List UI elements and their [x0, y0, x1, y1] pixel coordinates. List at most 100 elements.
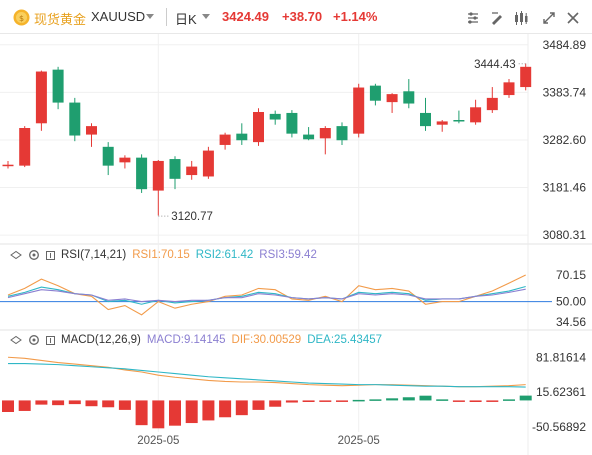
fold-icon[interactable]: [46, 250, 55, 260]
rsi-line-1: [7, 274, 526, 316]
rsi-label: RSI(7,14,21): [61, 249, 127, 261]
indicator-icon[interactable]: [513, 10, 529, 26]
candle-body: [470, 107, 482, 123]
fullscreen-icon[interactable]: [541, 10, 557, 26]
date-label: 2025-05: [338, 435, 380, 447]
price-chart[interactable]: 3444.43 3120.77 3484.89 3383.74 3282.60 3181…: [0, 34, 592, 455]
rsi3-value: RSI3:59.42: [259, 249, 317, 261]
rsi-tick-label: 50.00: [556, 295, 586, 309]
candle-body: [202, 150, 214, 177]
macd-histogram-bar: [252, 400, 265, 410]
macd-histogram-bar: [469, 400, 482, 402]
fold-icon[interactable]: [46, 335, 55, 345]
dropdown-caret-icon[interactable]: [146, 14, 154, 19]
candle-body: [169, 159, 181, 179]
macd-histogram-bar: [52, 400, 65, 406]
close-icon[interactable]: [565, 10, 581, 26]
macd-histogram-bar: [519, 395, 532, 401]
price-tick-label: 3383.74: [543, 85, 587, 99]
candle-body: [102, 146, 114, 166]
candle-body: [303, 134, 315, 140]
candle-body: [486, 97, 498, 111]
macd-histogram-bar: [185, 400, 198, 424]
candle-body: [453, 120, 465, 122]
candle-body: [236, 133, 248, 141]
macd-histogram-bar: [352, 399, 365, 402]
macd-histogram-bar: [285, 400, 298, 403]
coin-icon: $: [13, 9, 30, 26]
dif-value: DIF:30.00529: [231, 334, 302, 346]
candle-body: [186, 166, 198, 176]
candle-body: [319, 128, 331, 139]
price-tick-label: 3282.60: [543, 133, 587, 147]
candle-body: [386, 94, 398, 103]
rsi-tick-label: 70.15: [556, 268, 586, 282]
price-change-percent: +1.14%: [333, 9, 378, 24]
price-tick-label: 3080.31: [543, 228, 587, 242]
macd-header: MACD(12,26,9) MACD:9.14145 DIF:30.00529 …: [10, 334, 382, 346]
candle-body: [2, 164, 14, 167]
macd-histogram-bar: [503, 399, 515, 401]
macd-histogram-bar: [68, 400, 81, 405]
macd-histogram-bar: [235, 400, 248, 416]
candle-body: [52, 69, 64, 103]
rsi-header: RSI(7,14,21) RSI1:70.15 RSI2:61.42 RSI3:…: [10, 249, 317, 261]
macd-histogram-bar: [2, 400, 14, 412]
price-change: +38.70: [282, 9, 323, 24]
candle-body: [119, 157, 131, 163]
candle-body: [286, 112, 298, 134]
eye-icon[interactable]: [10, 249, 22, 261]
candle-body: [253, 112, 264, 143]
candle-body: [353, 87, 365, 134]
macd-histogram-bar: [35, 400, 48, 405]
instrument-name[interactable]: 现货黄金: [34, 12, 87, 27]
candle-body: [35, 71, 47, 124]
candle-body: [269, 113, 281, 120]
settings-icon[interactable]: [28, 334, 40, 346]
macd-histogram-bar: [402, 397, 415, 401]
candle-body: [436, 121, 448, 125]
settings-icon[interactable]: [28, 249, 40, 261]
macd-histogram-bar: [135, 400, 148, 426]
price-tick-label: 3181.46: [543, 181, 587, 195]
macd-histogram-bar: [118, 400, 131, 410]
chart-header: $ 现货黄金 XAUUSD 日K 3424.49 +38.70 +1.14%: [0, 0, 592, 34]
macd-panel: [2, 356, 532, 429]
macd-histogram-bar: [419, 395, 432, 401]
macd-histogram-bar: [486, 400, 499, 402]
macd-histogram-bar: [18, 400, 31, 411]
eye-icon[interactable]: [10, 334, 22, 346]
rsi-line-3: [7, 288, 526, 303]
candle-body: [19, 128, 31, 166]
macd-histogram-bar: [302, 400, 315, 402]
rsi2-value: RSI2:61.42: [195, 249, 254, 261]
low-annotation: 3120.77: [171, 211, 213, 223]
timeframe-caret-icon[interactable]: [202, 14, 210, 19]
pin-icon[interactable]: [465, 10, 481, 26]
macd-tick-label: 15.62361: [536, 385, 586, 399]
rsi1-value: RSI1:70.15: [132, 249, 190, 261]
candle-body: [86, 126, 97, 135]
dea-line: [8, 363, 526, 388]
dea-value: DEA:25.43457: [307, 334, 383, 346]
candlestick-series: 3444.43 3120.77: [2, 59, 532, 223]
macd-histogram-bar: [219, 400, 232, 418]
candle-body: [152, 160, 164, 191]
macd-histogram-bar: [202, 400, 215, 421]
rsi-tick-label: 34.56: [556, 315, 586, 329]
candle-body: [136, 157, 148, 190]
candle-body: [69, 102, 81, 136]
draw-icon[interactable]: [489, 10, 505, 26]
macd-tick-label: -50.56892: [532, 420, 586, 434]
divider: [166, 8, 167, 26]
macd-histogram-bar: [152, 400, 165, 429]
timeframe-selector[interactable]: 日K: [175, 12, 197, 27]
svg-text:$: $: [19, 14, 24, 23]
rsi-panel: [0, 274, 552, 316]
high-annotation: 3444.43: [474, 59, 516, 71]
instrument-symbol[interactable]: XAUUSD: [91, 9, 146, 24]
candle-body: [520, 66, 532, 88]
macd-histogram-bar: [452, 400, 465, 402]
macd-value: MACD:9.14145: [146, 334, 226, 346]
macd-tick-label: 81.81614: [536, 350, 586, 364]
